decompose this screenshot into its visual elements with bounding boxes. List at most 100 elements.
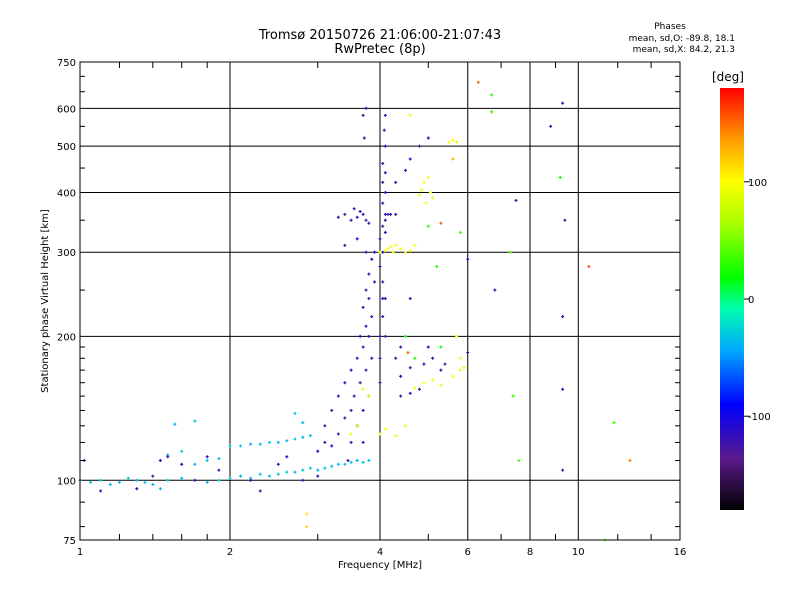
y-tick-label: 200 (57, 332, 76, 343)
data-point (355, 424, 359, 428)
data-point (383, 249, 387, 253)
colorbar (720, 88, 744, 510)
data-point (362, 136, 366, 140)
data-point (361, 345, 365, 349)
data-point (370, 257, 374, 261)
y-axis-label: Stationary phase Virtual Height [km] (40, 209, 51, 393)
data-point (355, 356, 359, 360)
data-point (352, 394, 356, 398)
data-point (126, 476, 130, 480)
data-point (381, 224, 385, 228)
data-point (364, 288, 368, 292)
data-point (383, 218, 387, 222)
data-point (462, 366, 466, 370)
data-point (612, 421, 616, 425)
grid-lines (80, 62, 680, 540)
data-point (301, 435, 305, 439)
phase-stats-x: mean, sd,X: 84.2, 21.3 (632, 45, 735, 55)
data-point (399, 394, 403, 398)
data-point (511, 394, 515, 398)
y-tick-label: 500 (57, 142, 76, 153)
data-point (558, 175, 562, 179)
data-point (422, 381, 426, 385)
data-point (378, 381, 382, 385)
data-point (361, 387, 365, 391)
data-point (413, 356, 417, 360)
data-point (417, 144, 421, 148)
chart-title: Tromsø 20150726 21:06:00-21:07:43 (258, 28, 502, 43)
x-tick-label: 2 (227, 547, 233, 558)
data-point (361, 440, 365, 444)
data-point (364, 218, 368, 222)
data-point (413, 386, 417, 390)
x-tick-label: 10 (572, 547, 585, 558)
plot-frame (79, 61, 681, 541)
data-point (408, 157, 412, 161)
data-point (439, 221, 443, 225)
data-point (343, 212, 347, 216)
phase-stats-o: mean, sd,O: -89.8, 18.1 (628, 34, 735, 44)
data-point (336, 215, 340, 219)
data-point (587, 265, 591, 269)
data-point (383, 334, 387, 338)
data-point (549, 124, 553, 128)
data-point (293, 437, 297, 441)
data-point (361, 113, 365, 117)
data-point (276, 472, 280, 476)
data-point (389, 212, 393, 216)
data-point (180, 449, 184, 453)
x-tick-label: 4 (377, 547, 383, 558)
data-point (439, 383, 443, 387)
data-point (205, 480, 209, 484)
data-point (383, 113, 387, 117)
data-point (336, 432, 340, 436)
data-point (180, 476, 184, 480)
data-point (370, 315, 374, 319)
colorbar-tick-label: 0 (748, 295, 754, 306)
data-point (431, 196, 435, 200)
colorbar-tick-label: 100 (748, 178, 767, 189)
data-point (378, 356, 382, 360)
data-point (293, 411, 297, 415)
data-point (293, 470, 297, 474)
data-point (561, 101, 565, 105)
data-point (378, 334, 382, 338)
data-point (406, 351, 410, 355)
data-point (166, 455, 170, 459)
data-point (394, 434, 398, 438)
data-point (424, 201, 428, 205)
data-point (343, 243, 347, 247)
data-point (285, 439, 289, 443)
colorbar-ticks: 100 0 -100 (744, 178, 771, 423)
data-point (158, 458, 162, 462)
data-point (443, 362, 447, 366)
data-point (391, 250, 395, 254)
data-point (403, 168, 407, 172)
data-point (381, 280, 385, 284)
data-point (346, 458, 350, 462)
data-point (439, 368, 443, 372)
data-point (383, 297, 387, 301)
data-point (455, 140, 459, 144)
data-point (89, 480, 93, 484)
data-point (455, 334, 459, 338)
data-point (431, 378, 435, 382)
data-point (349, 432, 353, 436)
data-point (323, 424, 327, 428)
data-point (420, 188, 424, 192)
data-point (205, 458, 209, 462)
data-point (439, 345, 443, 349)
data-point (431, 356, 435, 360)
y-tick-label: 100 (57, 476, 76, 487)
data-point (383, 171, 387, 175)
data-point (249, 478, 253, 482)
data-point (258, 489, 262, 493)
data-point (408, 297, 412, 301)
colorbar-tick-label: -100 (748, 412, 771, 423)
data-point (561, 468, 565, 472)
x-tick-label: 8 (527, 547, 533, 558)
data-point (343, 381, 347, 385)
data-points (78, 80, 632, 542)
data-point (228, 476, 232, 480)
data-point (403, 424, 407, 428)
